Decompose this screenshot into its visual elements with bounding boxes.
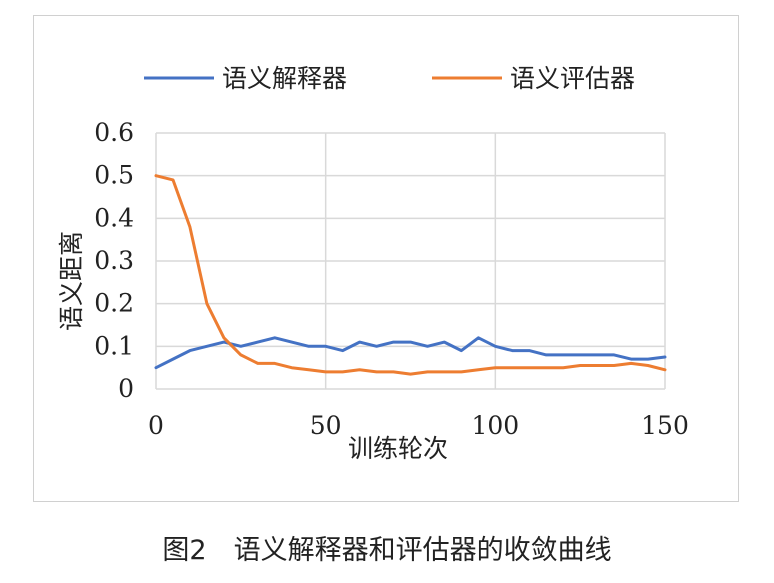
legend-label-1: 语义解释器 [222,64,347,93]
y-tick-label: 0.3 [94,246,134,275]
grid [155,132,666,390]
legend-label-2: 语义评估器 [510,64,635,93]
x-tick-label: 150 [641,411,689,440]
chart-svg: 00.10.20.30.40.50.60 50 100 150 语义解释器 语义评估器 … [57,64,689,463]
chart-frame: 0 0.1 0.2 0.3 0.4 0.5 0.6 0 50 100 150 语义解释器 语义评估器 … [33,15,739,502]
series-group [154,174,667,376]
y-tick-label: 0.5 [94,161,134,190]
y-axis-label: 语义距离 [57,231,86,331]
series-line-2 [154,174,667,376]
tick-labels: 0 0.1 0.2 0.3 0.4 0.5 0.6 0 50 100 150 [94,118,689,440]
y-tick-label: 0.4 [94,203,134,232]
y-tick-label: 0 [118,374,134,403]
figure-caption: 图2 语义解释器和评估器的收敛曲线 [162,535,612,566]
y-tick-label: 0.6 [94,118,134,147]
legend: 语义解释器 语义评估器 [144,64,635,93]
x-tick-label: 100 [471,411,519,440]
y-tick-label: 0.1 [94,331,134,360]
series-line-1 [154,336,667,370]
x-tick-label: 50 [310,411,342,440]
x-tick-label: 0 [148,411,164,440]
x-axis-label: 训练轮次 [348,434,448,463]
y-tick-label: 0.2 [94,289,134,318]
